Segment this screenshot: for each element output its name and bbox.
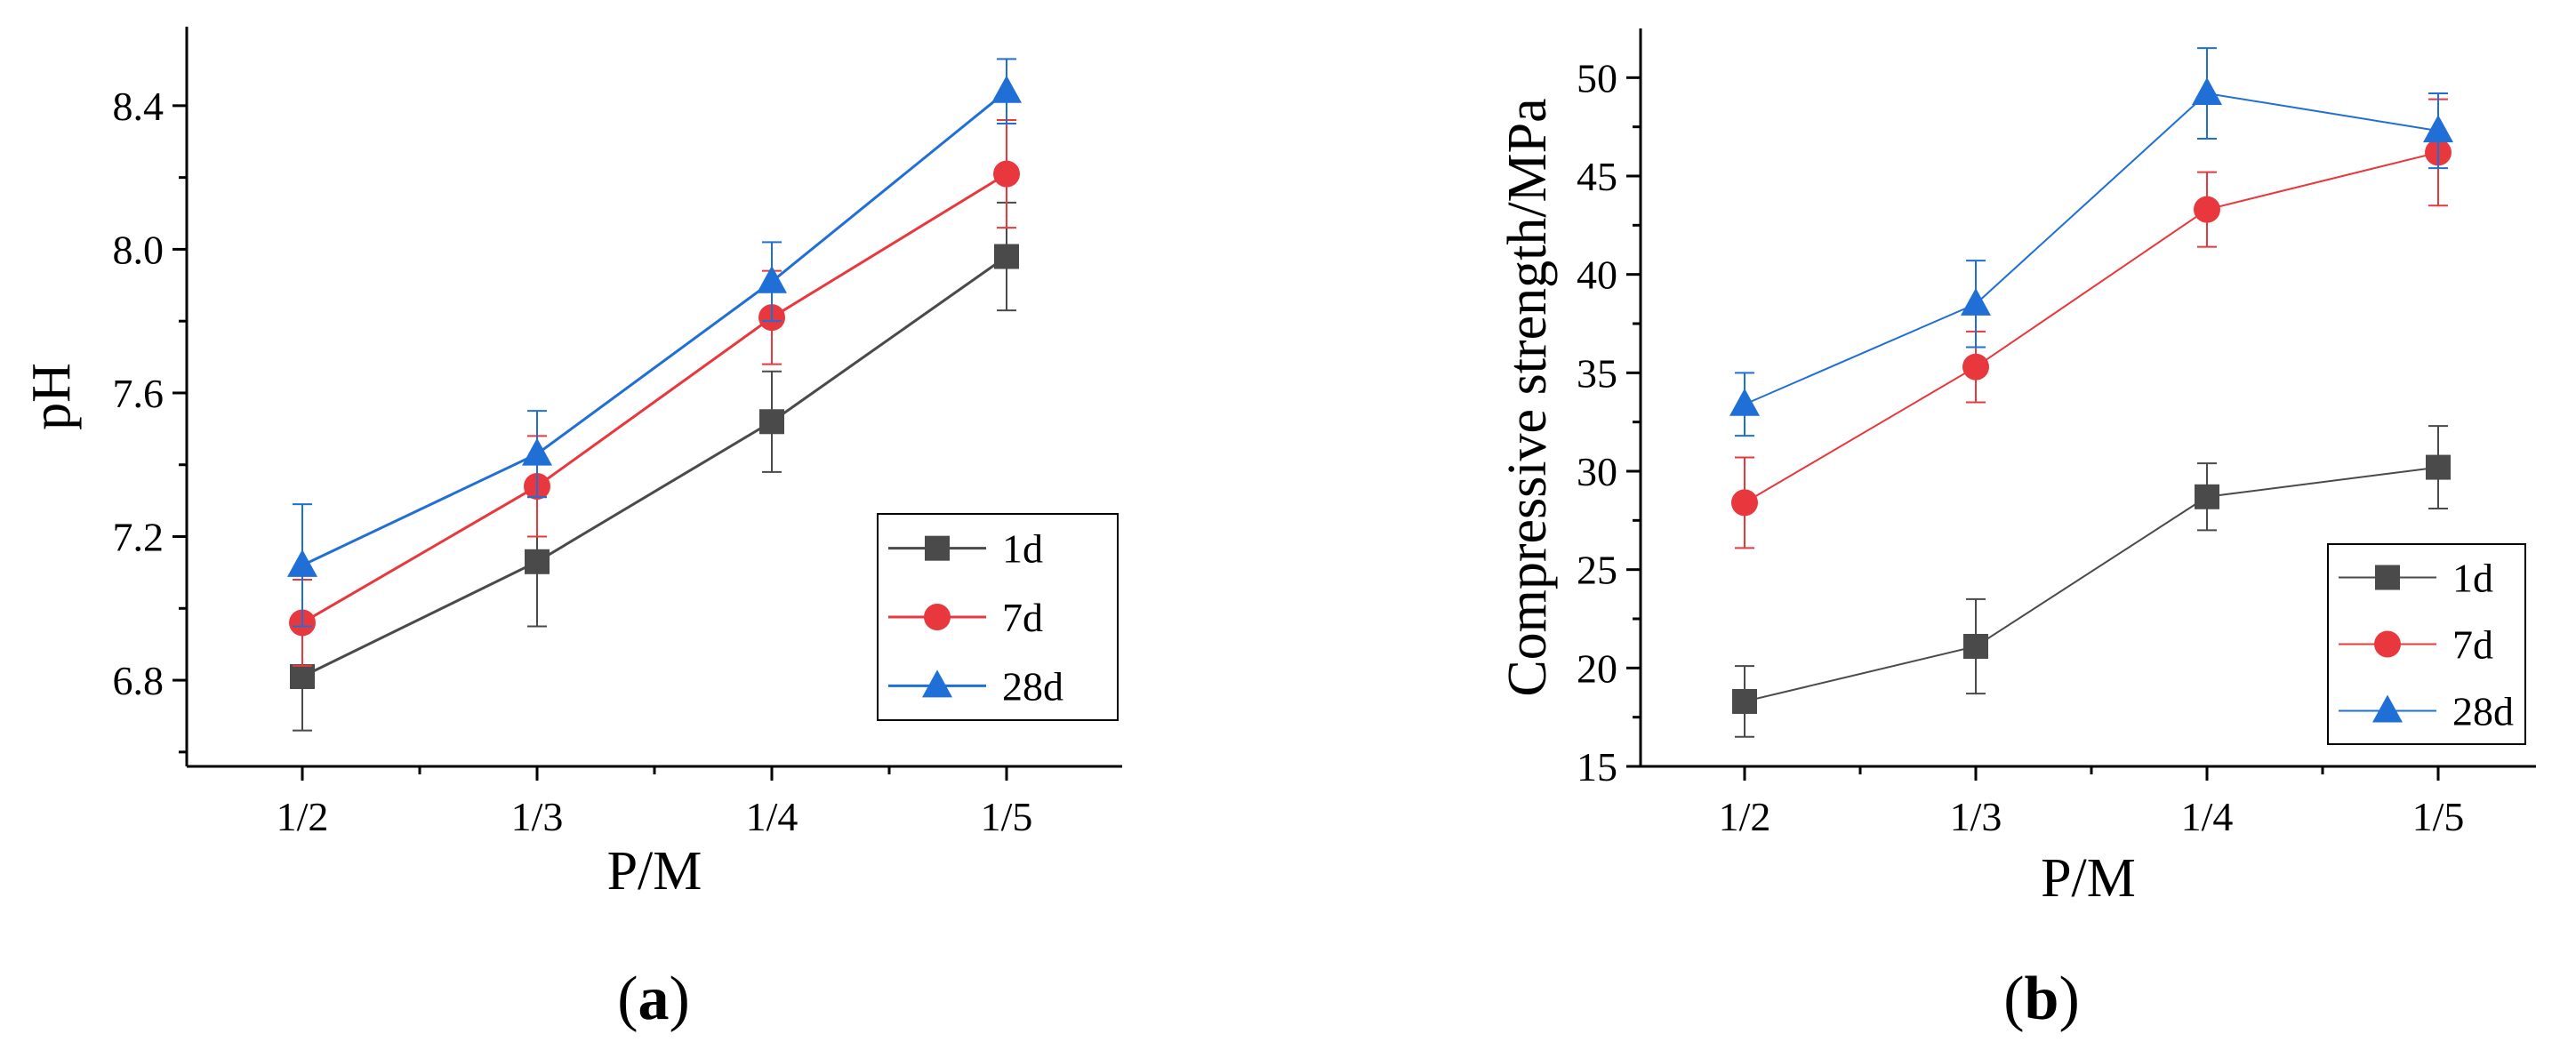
- data-point: [994, 244, 1019, 269]
- panel-label-b-open: (: [2003, 965, 2024, 1033]
- panel-label-a: (a): [617, 965, 690, 1033]
- data-point: [757, 265, 787, 293]
- data-point: [1963, 633, 1988, 659]
- panel-label-a-close: ): [670, 965, 690, 1033]
- chart-b: 15 20 25 30 35 40 45 50 1/2 1/3 1/4 1/5 P/M Compressi…: [1497, 28, 2536, 909]
- y-tick-label: 30: [1577, 449, 1617, 494]
- data-point: [1962, 353, 1989, 381]
- data-point: [2426, 454, 2451, 480]
- data-point: [522, 437, 552, 466]
- y-tick-label: 45: [1577, 154, 1617, 199]
- series-line: [301, 90, 1007, 567]
- y-tick-label: 50: [1577, 55, 1617, 100]
- series-line: [301, 255, 1007, 678]
- legend-marker: [2375, 565, 2400, 590]
- chart-a: 6.8 7.2 7.6 8.0 8.4 1/2 1/3 1/4 1/5 P/M pH 1d 7d 28d: [21, 27, 1122, 902]
- y-tick-label: 6.8: [113, 658, 165, 703]
- x-tick-label: 1/5: [981, 794, 1033, 839]
- y-tick-label: 40: [1577, 252, 1617, 298]
- data-point: [2192, 77, 2222, 106]
- panel-label-a-open: (: [617, 965, 638, 1033]
- series-28d: [1729, 47, 2453, 437]
- x-tick-label: 1/5: [2412, 794, 2465, 839]
- legend: 1d 7d 28d: [2327, 543, 2526, 745]
- x-axis-label: P/M: [2041, 848, 2136, 909]
- legend-marker: [2372, 694, 2403, 723]
- data-point: [993, 160, 1020, 188]
- series-1d: [1732, 425, 2451, 738]
- x-tick-label: 1/4: [2181, 794, 2234, 839]
- data-point: [759, 409, 784, 435]
- y-tick-label: 35: [1577, 350, 1617, 396]
- panel-label-b-letter: b: [2025, 965, 2059, 1033]
- y-tick-label: 25: [1577, 548, 1617, 593]
- data-point: [525, 549, 550, 574]
- panel-label-a-letter: a: [638, 965, 670, 1033]
- x-tick-label: 1/3: [1950, 794, 2002, 839]
- series-line: [1744, 92, 2439, 405]
- data-point: [287, 549, 317, 577]
- x-tick-label: 1/2: [277, 794, 329, 839]
- y-axis-label: Compressive strength/MPa: [1497, 98, 1558, 696]
- legend-label: 7d: [1002, 595, 1043, 640]
- x-tick-label: 1/4: [746, 794, 798, 839]
- series-28d: [287, 58, 1022, 628]
- legend-marker: [2374, 630, 2401, 658]
- legend-label: 7d: [2452, 622, 2493, 668]
- panel-label-b: (b): [2003, 965, 2080, 1033]
- data-point: [290, 664, 315, 690]
- data-point: [1731, 489, 1758, 517]
- panel-label-b-close: ): [2058, 965, 2079, 1033]
- data-point: [2194, 196, 2220, 223]
- series-line: [1744, 466, 2439, 702]
- y-tick-label: 8.4: [113, 84, 165, 129]
- y-tick-label: 7.6: [113, 371, 165, 416]
- legend-marker: [924, 604, 951, 630]
- legend-marker: [922, 669, 952, 698]
- legend-marker: [925, 535, 950, 561]
- x-tick-label: 1/2: [1719, 794, 1771, 839]
- data-point: [1961, 287, 1991, 316]
- x-axis-label: P/M: [607, 841, 702, 902]
- data-point: [1732, 688, 1757, 714]
- series-line: [1744, 151, 2439, 504]
- legend-label: 28d: [2452, 689, 2514, 734]
- legend-label: 28d: [1002, 663, 1063, 709]
- y-tick-label: 8.0: [113, 227, 165, 272]
- y-tick-label: 20: [1577, 645, 1617, 691]
- legend: 1d 7d 28d: [877, 513, 1119, 721]
- data-point: [2423, 115, 2453, 143]
- y-tick-label: 7.2: [113, 515, 165, 560]
- legend-label: 1d: [1002, 526, 1043, 572]
- legend-label: 1d: [2452, 556, 2493, 601]
- data-point: [2195, 484, 2219, 509]
- y-axis-label: pH: [21, 363, 82, 430]
- series-line: [301, 172, 1007, 624]
- series-7d: [1731, 98, 2452, 549]
- x-tick-label: 1/3: [511, 794, 564, 839]
- data-point: [1729, 388, 1760, 416]
- data-point: [991, 75, 1022, 103]
- y-tick-label: 15: [1577, 744, 1617, 790]
